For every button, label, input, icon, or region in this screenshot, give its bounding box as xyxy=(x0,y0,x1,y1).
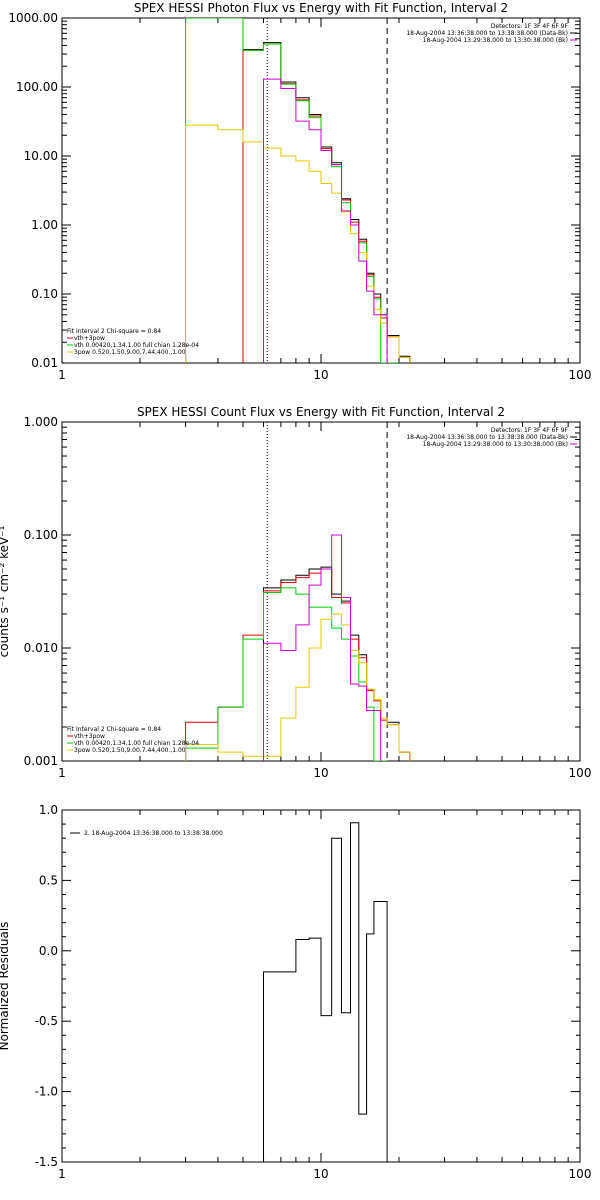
series-1-line xyxy=(263,566,411,761)
legend-entry: vth+3pow xyxy=(74,733,105,740)
header-line: 18-Aug-2004 13:29:38.000 to 13:30:38.000… xyxy=(423,441,568,448)
legend-entry: vth+3pow xyxy=(74,335,105,342)
series-5-line xyxy=(263,78,388,363)
y-tick-label: 1.0 xyxy=(39,803,58,817)
legend-entry: Fit Interval 2 Chi-square = 0.84 xyxy=(67,328,161,335)
chart-panel-3: 1 10 100 -1.5 -1.0 -0.5 0.0 0.5 1.0 Normalized Re… xyxy=(0,803,591,1181)
series-1-line xyxy=(263,822,388,1162)
x-tick-label: 10 xyxy=(313,766,328,780)
x-tick-label: 100 xyxy=(569,766,592,780)
y-tick-label: 0.010 xyxy=(24,641,58,655)
legend-entry: 2. 18-Aug-2004 13:36:38.000 to 13:38:38.… xyxy=(84,830,223,837)
data-area xyxy=(185,422,411,761)
y-tick-label: 0.5 xyxy=(39,873,58,887)
legend-entry: Fit Interval 2 Chi-square = 0.84 xyxy=(67,726,161,733)
header-line: 18-Aug-2004 13:36:38.000 to 13:38:38.000… xyxy=(406,30,568,37)
series-5-line xyxy=(263,534,382,761)
y-tick-label: 0.001 xyxy=(24,754,58,768)
y-tick-label: 0.100 xyxy=(24,528,58,542)
series-3-line xyxy=(185,18,399,363)
legend-entry: 3pow 0.520,1.50,9.00,7.44,400.,1.00 xyxy=(74,349,186,356)
x-axis: 1 10 100 xyxy=(58,422,591,780)
x-tick-label: 10 xyxy=(313,1167,328,1181)
x-tick-label: 1 xyxy=(58,1167,66,1181)
chart-title: SPEX HESSI Photon Flux vs Energy with Fi… xyxy=(134,1,508,15)
series-4-line xyxy=(185,124,411,363)
chart-title: SPEX HESSI Count Flux vs Energy with Fit… xyxy=(137,405,505,419)
x-tick-label: 10 xyxy=(313,368,328,382)
y-tick-label: 1000.00 xyxy=(8,11,58,25)
legend-entry: 3pow 0.520,1.50,9.00,7.44,400.,1.00 xyxy=(74,747,186,754)
y-tick-label: 0.01 xyxy=(31,356,58,370)
chart-panel-2: SPEX HESSI Count Flux vs Energy with Fit… xyxy=(0,405,591,780)
legend-entry: vth 0.00420,1.34,1.00 full chian 1.28e-0… xyxy=(74,740,199,747)
y-axis: 0.001 0.010 0.100 1.000 xyxy=(24,415,580,768)
header-line: 18-Aug-2004 13:29:38.000 to 13:30:38.000… xyxy=(423,37,568,44)
header-line: Detectors: 1F 3F 4F 6F 9F xyxy=(491,23,569,30)
header-line: 18-Aug-2004 13:36:38.000 to 13:38:38.000… xyxy=(406,434,568,441)
y-tick-label: 10.00 xyxy=(24,149,58,163)
series-2-line xyxy=(185,568,411,761)
x-tick-label: 100 xyxy=(569,368,592,382)
y-tick-label: 0.10 xyxy=(31,287,58,301)
y-tick-label: 0.0 xyxy=(39,944,58,958)
x-tick-label: 1 xyxy=(58,368,66,382)
chart-panel-1: SPEX HESSI Photon Flux vs Energy with Fi… xyxy=(8,1,591,382)
plot-frame xyxy=(61,421,581,762)
y-axis-label: Normalized Residuals xyxy=(0,922,11,1051)
data-area xyxy=(185,18,411,363)
legend: Fit Interval 2 Chi-square = 0.84vth+3pow… xyxy=(67,726,199,754)
x-tick-label: 1 xyxy=(58,766,66,780)
y-tick-label: 100.00 xyxy=(16,80,58,94)
legend: 2. 18-Aug-2004 13:36:38.000 to 13:38:38.… xyxy=(70,830,223,837)
y-axis-label: counts s⁻¹ cm⁻² keV⁻¹ xyxy=(0,525,11,657)
y-tick-label: -0.5 xyxy=(35,1014,58,1028)
plot-frame xyxy=(61,17,581,364)
y-tick-label: -1.0 xyxy=(35,1085,58,1099)
header-line: Detectors: 1F 3F 4F 6F 9F xyxy=(491,427,569,434)
series-4-line xyxy=(185,613,411,761)
legend: Fit Interval 2 Chi-square = 0.84vth+3pow… xyxy=(67,328,199,356)
x-axis: 1 10 100 xyxy=(58,810,591,1181)
y-tick-label: -1.5 xyxy=(35,1155,58,1169)
y-axis: 0.01 0.10 1.00 10.00 100.00 1000.00 xyxy=(8,11,580,370)
series-3-line xyxy=(185,587,388,761)
legend-entry: vth 0.00420,1.34,1.00 full chian 1.28e-0… xyxy=(74,342,199,349)
x-tick-label: 100 xyxy=(569,1167,592,1181)
y-axis: -1.5 -1.0 -0.5 0.0 0.5 1.0 xyxy=(35,803,580,1169)
y-tick-label: 1.00 xyxy=(31,218,58,232)
data-area xyxy=(263,822,388,1162)
y-tick-label: 1.000 xyxy=(24,415,58,429)
